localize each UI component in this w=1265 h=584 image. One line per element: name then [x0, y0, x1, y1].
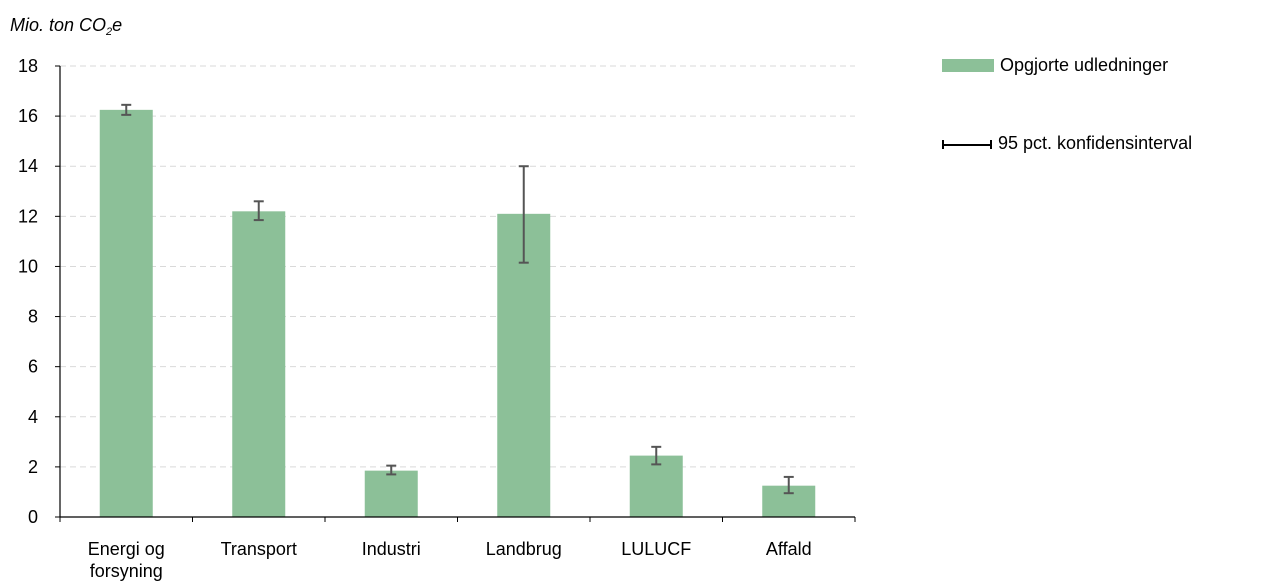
x-tick-label: Affald [766, 539, 812, 559]
error-bar [253, 200, 264, 222]
bars [99, 109, 816, 518]
legend-label-error: 95 pct. konfidensinterval [998, 133, 1193, 153]
grid-lines [60, 65, 855, 468]
y-axis-title: Mio. ton CO2e [10, 15, 122, 38]
y-tick-label: 4 [28, 407, 38, 427]
error-bars [121, 103, 794, 495]
y-tick-label: 0 [28, 507, 38, 527]
axes [55, 65, 856, 522]
y-axis-title-subscript: 2 [106, 26, 113, 38]
y-tick-label: 8 [28, 307, 38, 327]
y-tick-label: 10 [18, 256, 38, 276]
x-tick-label-line: Affald [766, 539, 812, 559]
y-tick-label: 6 [28, 357, 38, 377]
x-tick-label-line: Industri [362, 539, 421, 559]
x-tick-label: LULUCF [621, 539, 691, 559]
legend-item-bars: Opgjorte udledninger [942, 55, 1168, 76]
error-bar [121, 103, 132, 116]
y-tick-label: 14 [18, 156, 38, 176]
bar [232, 211, 286, 518]
x-tick-label-line: Landbrug [486, 539, 562, 559]
legend-swatch [942, 59, 994, 72]
x-tick-label: Landbrug [486, 539, 562, 559]
x-tick-labels: Energi og forsyning Transport Industri Landb… [88, 539, 812, 581]
y-axis-title-text: Mio. ton CO [10, 15, 107, 35]
bar [629, 455, 683, 517]
error-bar [518, 165, 529, 264]
y-tick-labels: 0 2 4 6 8 10 12 14 16 18 [18, 56, 38, 527]
x-tick-label-line: Transport [221, 539, 297, 559]
error-bar [651, 445, 662, 466]
bar [497, 213, 551, 518]
legend-label-bars: Opgjorte udledninger [1000, 55, 1169, 75]
x-tick-label-line: Energi og [88, 539, 165, 559]
x-tick-label: Transport [221, 539, 297, 559]
bar [364, 470, 418, 517]
y-tick-label: 16 [18, 106, 38, 126]
x-tick-label: Industri [362, 539, 421, 559]
error-bar [783, 475, 794, 495]
y-tick-label: 12 [18, 206, 38, 226]
y-tick-label: 18 [18, 56, 38, 76]
y-axis-title-suffix: e [112, 15, 123, 35]
legend-item-error: 95 pct. konfidensinterval [942, 133, 1192, 154]
y-tick-label: 2 [28, 457, 38, 477]
error-bar-icon [942, 137, 992, 151]
x-tick-label-line: forsyning [90, 561, 163, 581]
error-bar [386, 464, 397, 476]
x-tick-label-line: LULUCF [621, 539, 691, 559]
bar [99, 109, 153, 517]
x-tick-label: Energi og forsyning [88, 539, 165, 581]
